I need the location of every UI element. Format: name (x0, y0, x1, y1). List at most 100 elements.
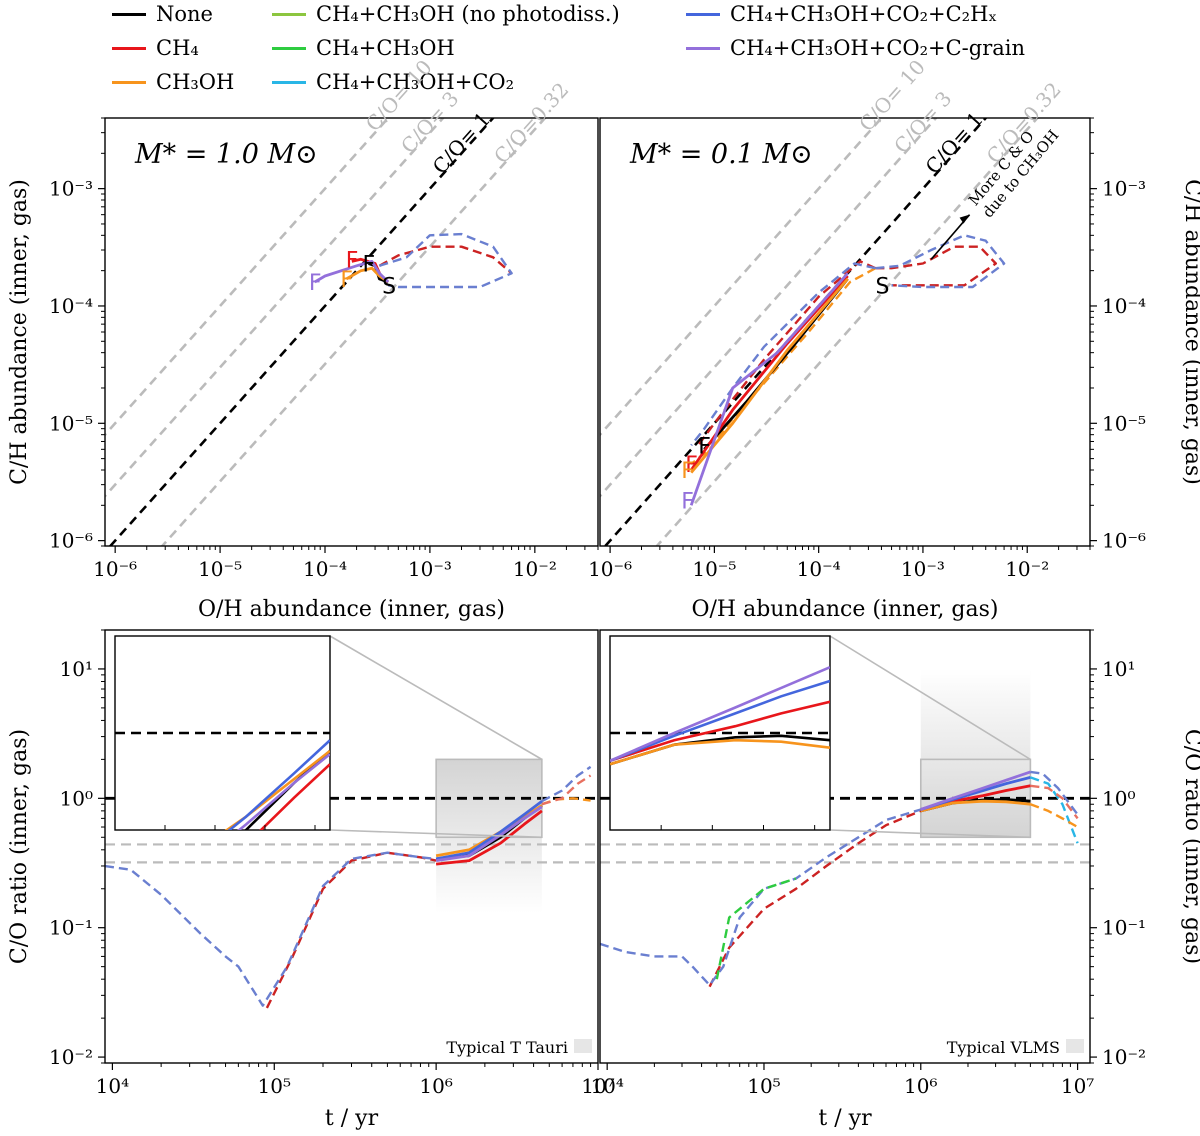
inset-series-CH4+CH3OH+CO2+C-grain (237, 753, 330, 830)
marker-F: F (346, 248, 359, 273)
series-dashed-early-red (378, 245, 513, 275)
y-tick-label: 10⁻⁵ (1102, 411, 1146, 435)
legend-swatch (112, 80, 146, 84)
typical-range-shade (920, 668, 1031, 838)
x-tick-label: 10⁻³ (408, 557, 452, 581)
x-tick-label: 10⁻⁶ (93, 557, 137, 581)
marker-F: F (363, 253, 376, 278)
series-dashed-blue (105, 851, 437, 1007)
series-CH4 (690, 275, 849, 471)
legend: None CH₄ CH₃OH CH₄+CH₃OH (no photodiss.)… (0, 0, 1200, 100)
legend-swatch (686, 46, 720, 50)
zoom-connector (829, 829, 1031, 839)
series-dashed-red (708, 809, 922, 988)
marker-F: F (309, 271, 322, 296)
inset-series-CH4 (610, 700, 830, 763)
y-tick-label: 10⁻² (49, 1045, 93, 1069)
zoom-connector (329, 635, 543, 761)
zoom-connector (829, 635, 1031, 761)
x-tick-label: 10⁴ (590, 1074, 623, 1098)
legend-swatch (272, 46, 306, 50)
x-tick-label: 10⁻³ (901, 557, 945, 581)
legend-item-ch3oh: CH₃OH (112, 70, 234, 94)
y-axis-label: C/O ratio (inner, gas) (7, 729, 32, 964)
y-tick-label: 10⁻⁵ (49, 411, 93, 435)
marker-F: F (340, 268, 353, 293)
legend-label: CH₄ (156, 36, 199, 60)
series-dashed-early-red (697, 260, 876, 447)
inset-series-CH4+CH3OH+CO2+C-grain (610, 666, 830, 762)
series-dashed-blue (600, 808, 922, 987)
x-axis-label: t / yr (325, 1106, 379, 1131)
series-dashed-late-red (875, 245, 997, 287)
x-tick-label: 10⁻⁴ (303, 557, 347, 581)
x-tick-label: 10⁻² (513, 557, 557, 581)
marker-S: S (875, 274, 889, 299)
shade-label: Typical T Tauri (446, 1038, 568, 1057)
shade-swatch (574, 1039, 592, 1053)
x-tick-label: 10⁶ (904, 1074, 937, 1098)
series-dashed-late-red (1030, 784, 1079, 820)
legend-label: CH₃OH (156, 70, 235, 94)
series-CH3OH (920, 799, 1031, 813)
x-axis-label: t / yr (818, 1106, 872, 1131)
marker-F: F (685, 453, 698, 478)
legend-label: None (156, 2, 213, 26)
x-tick-label: 10⁴ (96, 1074, 129, 1098)
inset-series-CH4+CH3OH+CO2+C2Hx (227, 739, 330, 830)
x-tick-label: 10⁶ (419, 1074, 452, 1098)
series-dashed-late-blue (1030, 770, 1079, 816)
marker-F: F (681, 489, 694, 514)
series-CH4+CH3OH+CO2+C-grain (314, 260, 390, 284)
inset-plot (115, 731, 330, 830)
ratio-line (600, 118, 884, 437)
marker-F: F (698, 434, 711, 459)
legend-label: CH₄+CH₃OH (316, 36, 455, 60)
ratio-line (655, 118, 1040, 546)
y-tick-label: 10⁻¹ (49, 916, 93, 940)
inset-series-CH3OH (610, 738, 830, 766)
panel-frame (104, 117, 599, 547)
inset-series-CH4 (259, 763, 330, 830)
legend-item-c2hx: CH₄+CH₃OH+CO₂+C₂Hₓ (686, 2, 997, 26)
x-axis-label: O/H abundance (inner, gas) (198, 597, 505, 622)
marker-F: F (681, 459, 694, 484)
legend-swatch (272, 80, 306, 84)
series-dashed-blue-late (541, 765, 592, 803)
series-dashed-green (715, 877, 797, 980)
x-tick-label: 10⁻² (1005, 557, 1049, 581)
y-axis-label: C/H abundance (inner, gas) (1180, 179, 1200, 485)
legend-swatch (112, 46, 146, 50)
legend-item-ch4-ch3oh: CH₄+CH₃OH (272, 36, 455, 60)
series-dashed-red (265, 851, 437, 1009)
legend-label: CH₄+CH₃OH (no photodiss.) (316, 2, 620, 26)
x-axis-label: O/H abundance (inner, gas) (691, 597, 998, 622)
plot-area (600, 668, 1090, 988)
legend-label: CH₄+CH₃OH+CO₂+C₂Hₓ (730, 2, 998, 26)
series-CH4+CH3OH+CO2+C2Hx (435, 800, 543, 861)
shade-label: Typical VLMS (947, 1038, 1060, 1057)
y-tick-label: 10⁻¹ (1102, 916, 1146, 940)
x-tick-label: 10⁷ (581, 1074, 614, 1098)
legend-item-ch4-ch3oh-nophoto: CH₄+CH₃OH (no photodiss.) (272, 2, 620, 26)
series-dashed-red-late (541, 774, 592, 806)
series-dashed-early-blue (690, 262, 876, 447)
series-CH4+CH3OH+CO2+C-grain (689, 272, 849, 506)
series-CH3OH (690, 277, 849, 474)
y-tick-label: 10⁻² (1102, 1045, 1146, 1069)
y-tick-label: 10⁻⁶ (49, 529, 93, 553)
y-tick-label: 10⁰ (60, 786, 93, 810)
y-tick-label: 10¹ (1102, 657, 1135, 681)
zoom-connector (329, 829, 542, 839)
ratio-line (105, 118, 445, 498)
ratio-line-label: C/O=0.32 (489, 78, 573, 168)
ratio-line (105, 118, 390, 437)
legend-label: CH₄+CH₃OH+CO₂ (316, 70, 515, 94)
x-tick-label: 10⁻⁶ (588, 557, 632, 581)
y-tick-label: 10¹ (60, 657, 93, 681)
annotation-arrowhead (959, 214, 970, 224)
panel-title: M* = 0.1 M⊙ (629, 139, 813, 170)
